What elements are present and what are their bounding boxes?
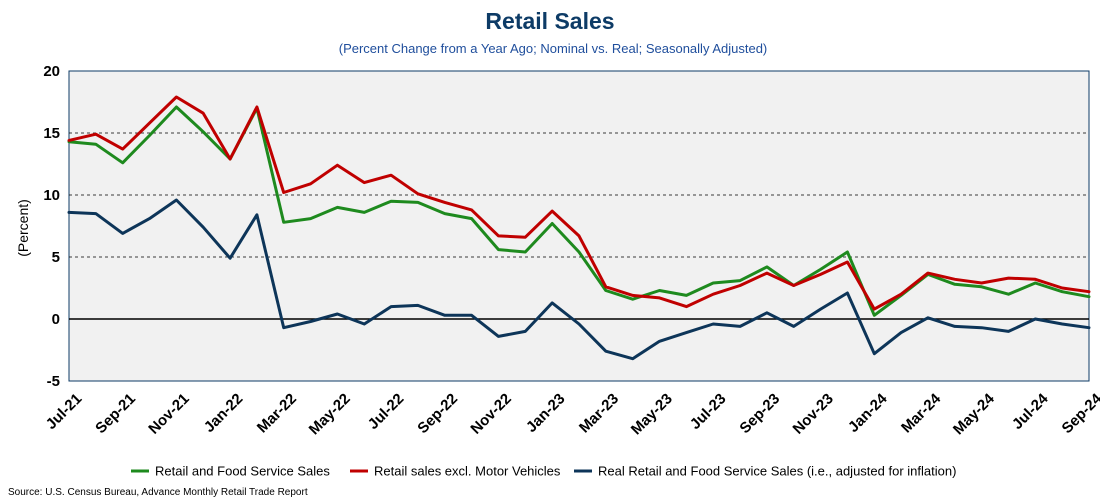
plot-area [68, 70, 1090, 382]
x-tick-label: Sep-21 [92, 390, 139, 437]
x-tick-label: Nov-23 [790, 390, 837, 437]
x-tick-label: Mar-23 [576, 390, 622, 436]
y-axis-label: (Percent) [15, 199, 31, 257]
chart-title: Retail Sales [485, 8, 614, 34]
x-tick-label: Jul-22 [365, 390, 408, 433]
x-tick-label: Jul-21 [43, 390, 86, 433]
y-tick-label: 10 [43, 187, 60, 204]
y-tick-label: 5 [52, 249, 60, 266]
x-tick-label: Jan-22 [201, 390, 247, 436]
x-tick-label: May-22 [306, 390, 354, 438]
y-axis-ticks: 20 15 10 5 0 -5 [43, 63, 60, 390]
x-tick-label: Jan-23 [523, 390, 569, 436]
x-tick-label: Sep-24 [1059, 390, 1100, 437]
y-tick-label: -5 [47, 373, 60, 390]
legend-label: Real Retail and Food Service Sales (i.e.… [598, 464, 956, 479]
x-tick-label: Sep-23 [736, 390, 783, 437]
x-tick-label: Mar-22 [254, 390, 300, 436]
legend-label: Retail sales excl. Motor Vehicles [374, 464, 561, 479]
y-tick-label: 20 [43, 63, 60, 80]
x-tick-label: Jul-23 [687, 390, 730, 433]
x-tick-label: Jul-24 [1009, 390, 1052, 433]
x-tick-label: Jan-24 [845, 390, 891, 436]
grid-lines [69, 132, 1089, 320]
series-line-2 [67, 95, 1091, 311]
source-note: Source: U.S. Census Bureau, Advance Mont… [8, 487, 308, 498]
x-tick-label: May-23 [628, 390, 676, 438]
x-axis-ticks: Jul-21 Sep-21 Nov-21 Jan-22 Mar-22 May-22 Jul-… [43, 390, 1100, 438]
series-lines [67, 95, 1091, 361]
x-tick-label: Sep-22 [414, 390, 461, 437]
legend: Retail and Food Service Sales Retail sale… [131, 464, 956, 479]
y-tick-label: 0 [52, 311, 60, 328]
legend-label: Retail and Food Service Sales [155, 464, 330, 479]
x-tick-label: Nov-22 [467, 390, 514, 437]
series-line-3 [67, 198, 1091, 361]
chart-subtitle: (Percent Change from a Year Ago; Nominal… [339, 41, 768, 56]
y-tick-label: 15 [43, 125, 60, 142]
x-tick-label: Nov-21 [145, 390, 192, 437]
x-tick-label: May-24 [950, 390, 998, 438]
x-tick-label: Mar-24 [898, 390, 945, 437]
